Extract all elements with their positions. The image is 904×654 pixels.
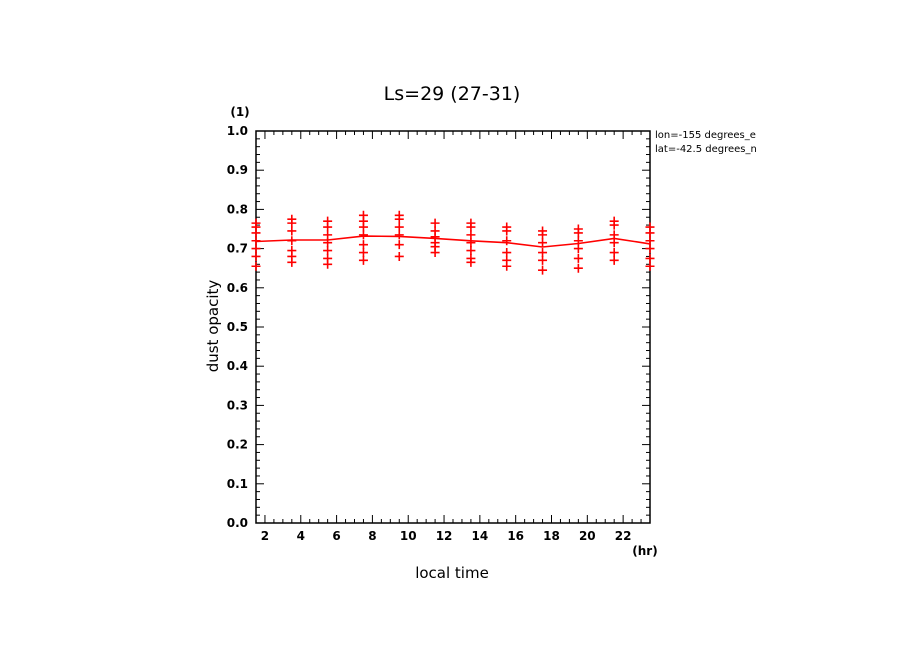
x-tick-label: 14 [472,529,489,543]
data-point-plus [323,238,333,248]
x-tick-label: 6 [332,529,340,543]
y-tick-label: 1.0 [227,124,248,138]
data-point-plus [323,230,333,240]
data-point-plus [538,248,548,258]
x-tick-label: 16 [507,529,524,543]
data-point-plus [573,253,583,263]
y-tick-label: 0.7 [227,242,248,256]
data-point-plus [358,230,368,240]
data-point-plus [287,218,297,228]
data-point-plus [466,257,476,267]
data-point-plus [251,261,261,271]
data-point-plus [251,236,261,246]
x-tick-label: 18 [543,529,560,543]
data-point-plus [466,246,476,256]
data-point-plus [538,265,548,275]
data-point-plus [538,230,548,240]
y-tick-label: 0.4 [227,359,248,373]
x-tick-label: 2 [261,529,269,543]
x-unit-label: (hr) [632,544,657,558]
y-tick-label: 0.8 [227,202,248,216]
axis-ticks: 0.0 0.1 0.2 0.3 0.4 0.5 0.6 0.7 0.8 0.9 1.0 2 4 6 8 10 1… [227,124,651,543]
data-point-plus [358,222,368,232]
x-tick-label: 8 [368,529,376,543]
chart-title: Ls=29 (27-31) [384,83,521,105]
data-point-plus [645,261,655,271]
data-point-plus [394,251,404,261]
data-point-plus [287,236,297,246]
y-tick-label: 0.2 [227,438,248,452]
data-point-plus [573,228,583,238]
x-tick-label: 20 [579,529,596,543]
data-point-plus [466,238,476,248]
data-point-plus [573,236,583,246]
data-point-plus [358,248,368,258]
mean-line [255,235,651,248]
y-tick-label: 0.5 [227,320,248,334]
data-point-plus [358,240,368,250]
data-point-plus [394,222,404,232]
data-point-plus [573,244,583,254]
data-point-plus [287,257,297,267]
data-point-plus [609,255,619,265]
data-point-plus [251,244,261,254]
data-point-plus [502,248,512,258]
lon-annotation: lon=-155 degrees_e [655,130,756,141]
data-point-plus [251,251,261,261]
data-point-plus [323,259,333,269]
data-point-plus [323,246,333,256]
y-tick-label: 0.0 [227,516,248,530]
data-point-plus [502,236,512,246]
data-point-plus [466,222,476,232]
x-axis-label: local time [415,564,489,582]
y-unit-label: (1) [230,105,249,119]
data-point-plus [609,238,619,248]
y-tick-label: 0.6 [227,281,248,295]
data-point-plus [538,255,548,265]
data-point-plus [358,255,368,265]
y-tick-label: 0.1 [227,477,248,491]
data-point-plus [430,248,440,258]
y-tick-label: 0.3 [227,398,248,412]
data-point-plus [394,240,404,250]
data-point-plus [538,238,548,248]
x-tick-label: 10 [400,529,417,543]
data-point-plus [430,218,440,228]
x-tick-label: 22 [615,529,632,543]
data-point-plus [502,261,512,271]
data-marks [251,210,655,275]
data-point-plus [609,248,619,258]
y-axis-label: dust opacity [204,280,222,373]
data-point-plus [394,230,404,240]
x-tick-label: 4 [297,529,305,543]
data-point-plus [645,244,655,254]
data-point-plus [573,263,583,273]
data-point-plus [609,230,619,240]
lat-annotation: lat=-42.5 degrees_n [655,144,757,155]
y-tick-label: 0.9 [227,163,248,177]
data-point-plus [645,228,655,238]
data-point-plus [502,226,512,236]
data-point-plus [323,222,333,232]
data-point-plus [251,228,261,238]
data-point-plus [645,253,655,263]
data-point-plus [609,220,619,230]
data-point-plus [645,236,655,246]
data-point-plus [394,214,404,224]
plot-frame [255,130,651,524]
x-tick-label: 12 [436,529,453,543]
data-point-plus [466,230,476,240]
data-point-plus [287,226,297,236]
